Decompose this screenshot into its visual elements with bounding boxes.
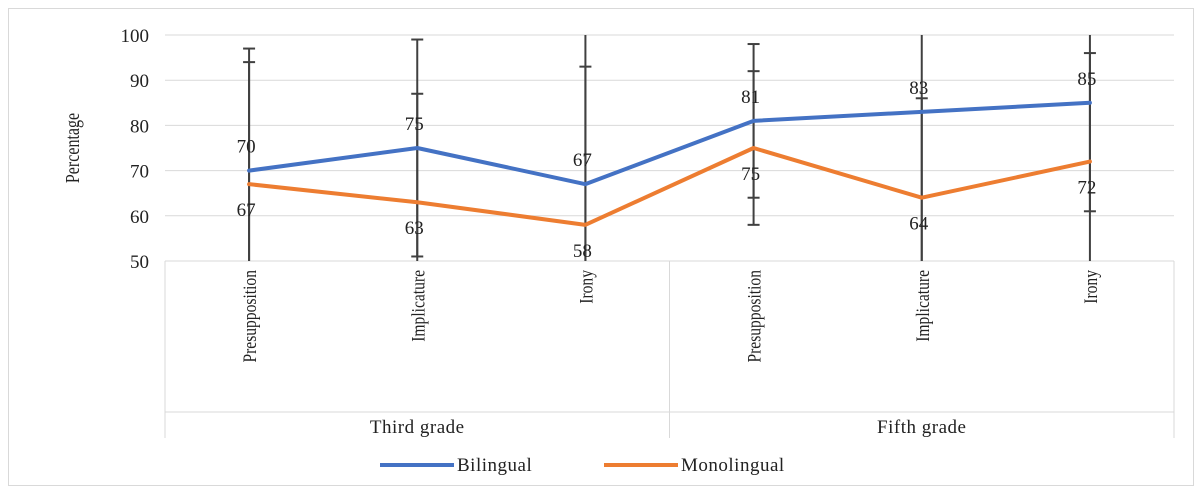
x-tick-label-presupposition-3: Presupposition (744, 270, 765, 363)
data-label-bilingual-5: 85 (1077, 69, 1096, 90)
y-tick-label-50: 50 (130, 252, 149, 273)
group-label-1: Fifth grade (877, 417, 966, 438)
data-label-monolingual-4: 64 (909, 214, 929, 235)
y-tick-label-90: 90 (130, 71, 149, 92)
data-label-bilingual-2: 67 (573, 150, 592, 171)
data-label-bilingual-3: 81 (741, 87, 760, 108)
data-label-monolingual-5: 72 (1077, 178, 1096, 199)
y-tick-label-60: 60 (130, 207, 149, 228)
x-tick-label-irony-2: Irony (576, 270, 597, 304)
legend-label-bilingual: Bilingual (457, 455, 532, 476)
x-tick-label-irony-5: Irony (1081, 270, 1102, 304)
group-label-0: Third grade (370, 417, 465, 438)
data-label-monolingual-0: 67 (237, 200, 256, 221)
y-tick-label-70: 70 (130, 162, 149, 183)
y-tick-label-80: 80 (130, 116, 149, 137)
data-label-bilingual-4: 83 (909, 78, 928, 99)
series-line-monolingual (247, 146, 1092, 227)
y-tick-label-100: 100 (121, 26, 150, 47)
x-tick-label-implicature-4: Implicature (912, 270, 933, 342)
series-line-bilingual (247, 100, 1092, 187)
y-axis-title: Percentage (61, 113, 83, 183)
data-label-monolingual-2: 58 (573, 241, 592, 262)
legend-label-monolingual: Monolingual (681, 455, 785, 476)
data-label-bilingual-0: 70 (237, 137, 256, 158)
x-tick-label-presupposition-0: Presupposition (240, 270, 261, 363)
data-label-monolingual-3: 75 (741, 164, 760, 185)
data-label-monolingual-1: 63 (405, 218, 424, 239)
x-tick-label-implicature-1: Implicature (408, 270, 429, 342)
chart-frame (8, 8, 1194, 486)
data-label-bilingual-1: 75 (405, 114, 424, 135)
